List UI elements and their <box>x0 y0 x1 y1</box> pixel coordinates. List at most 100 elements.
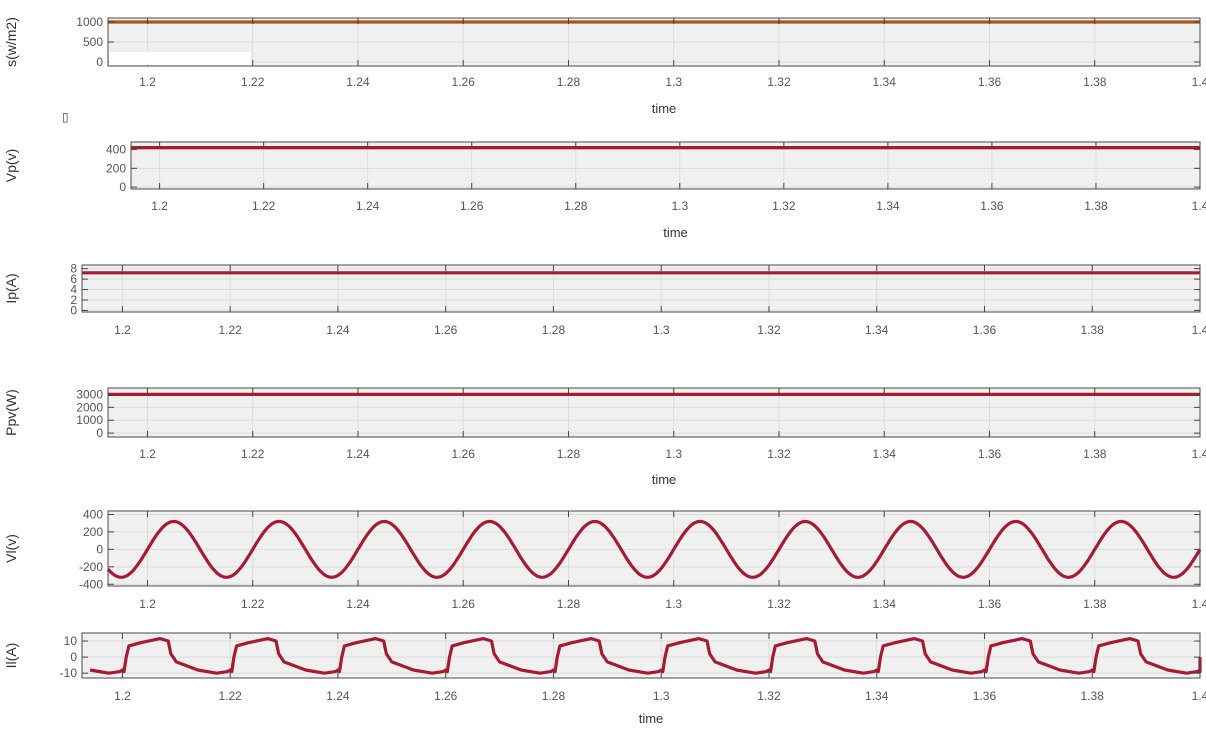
y-tick-label: 0 <box>96 426 103 440</box>
x-tick-label: 1.4 <box>1192 199 1206 213</box>
y-tick-label: 200 <box>83 525 103 539</box>
x-tick-label: 1.26 <box>460 199 484 213</box>
x-tick-label: 1.4 <box>1192 75 1206 89</box>
x-tick-label: 1.32 <box>772 199 796 213</box>
y-axis-label: Il(A) <box>3 643 19 669</box>
x-tick-label: 1.22 <box>241 597 265 611</box>
x-tick-label: 1.3 <box>671 199 688 213</box>
x-tick-label: 1.28 <box>557 75 581 89</box>
subplot-5: 1.2 1.22 1.24 1.26 1.28 1.3 1.32 1.34 1.36 1.38 1.… <box>3 507 1206 611</box>
x-tick-label: 1.24 <box>346 597 370 611</box>
x-tick-label: 1.34 <box>865 323 889 337</box>
x-tick-label: 1.38 <box>1083 75 1107 89</box>
x-tick-label: 1.2 <box>139 75 156 89</box>
x-tick-label: 1.24 <box>346 75 370 89</box>
x-tick-label: 1.32 <box>757 323 781 337</box>
x-tick-label: 1.2 <box>114 323 131 337</box>
x-tick-label: 1.22 <box>252 199 276 213</box>
x-tick-label: 1.24 <box>346 447 370 461</box>
x-tick-label: 1.36 <box>980 199 1004 213</box>
y-axis-label: Vl(v) <box>3 534 19 563</box>
x-tick-label: 1.2 <box>151 199 168 213</box>
x-tick-label: 1.26 <box>434 689 458 703</box>
subplot-4: 1.2 1.22 1.24 1.26 1.28 1.3 1.32 1.34 1.36 1.38 1.… <box>3 387 1206 487</box>
placeholder-glyph: ▯ <box>62 110 69 124</box>
x-tick-label: 1.28 <box>542 323 566 337</box>
x-tick-label: 1.2 <box>139 597 156 611</box>
x-axis-label: time <box>663 225 688 240</box>
x-tick-label: 1.36 <box>978 75 1002 89</box>
x-tick-label: 1.4 <box>1192 447 1206 461</box>
x-tick-label: 1.22 <box>218 689 242 703</box>
x-tick-label: 1.38 <box>1083 597 1107 611</box>
y-tick-label: 0 <box>96 542 103 556</box>
x-tick-label: 1.28 <box>564 199 588 213</box>
y-tick-label: 0 <box>96 55 103 69</box>
x-tick-label: 1.22 <box>218 323 242 337</box>
x-tick-label: 1.34 <box>865 689 889 703</box>
x-tick-label: 1.36 <box>978 597 1002 611</box>
y-tick-label: 1000 <box>76 413 103 427</box>
x-tick-label: 1.36 <box>973 323 997 337</box>
x-tick-label: 1.3 <box>665 597 682 611</box>
x-tick-label: 1.38 <box>1081 689 1105 703</box>
x-axis-label: time <box>639 711 664 726</box>
x-tick-label: 1.38 <box>1084 199 1108 213</box>
x-tick-label: 1.32 <box>767 447 791 461</box>
image-artifact <box>109 52 251 65</box>
x-tick-label: 1.4 <box>1192 597 1206 611</box>
x-tick-label: 1.36 <box>978 447 1002 461</box>
x-tick-label: 1.26 <box>434 323 458 337</box>
x-tick-label: 1.4 <box>1192 689 1206 703</box>
x-tick-label: 1.22 <box>241 75 265 89</box>
x-tick-label: 1.26 <box>452 597 476 611</box>
x-tick-label: 1.28 <box>557 447 581 461</box>
y-tick-label: 10 <box>64 634 78 648</box>
y-axis-label: s(w/m2) <box>3 17 19 67</box>
subplot-1: 1.2 1.22 1.24 1.26 1.28 1.3 1.32 1.34 1.36 1.38 1.… <box>3 15 1206 116</box>
x-tick-label: 1.38 <box>1081 323 1105 337</box>
y-axis-label: Ppv(W) <box>3 389 19 436</box>
x-tick-label: 1.26 <box>452 75 476 89</box>
x-tick-label: 1.3 <box>665 447 682 461</box>
y-tick-label: 500 <box>83 35 103 49</box>
x-tick-label: 1.3 <box>665 75 682 89</box>
x-tick-label: 1.2 <box>114 689 131 703</box>
subplot-2: 1.2 1.22 1.24 1.26 1.28 1.3 1.32 1.34 1.36 1.38 1.… <box>3 142 1206 240</box>
x-tick-label: 1.24 <box>356 199 380 213</box>
x-tick-label: 1.32 <box>757 689 781 703</box>
x-tick-label: 1.32 <box>767 597 791 611</box>
x-tick-label: 1.38 <box>1083 447 1107 461</box>
x-tick-label: 1.2 <box>139 447 156 461</box>
y-tick-label: 3000 <box>76 387 103 401</box>
x-tick-label: 1.3 <box>653 323 670 337</box>
y-axis-label: Vp(v) <box>3 149 19 182</box>
y-tick-label: -10 <box>60 666 78 680</box>
y-tick-label: 8 <box>70 262 77 276</box>
x-tick-label: 1.36 <box>973 689 997 703</box>
x-tick-label: 1.24 <box>326 689 350 703</box>
x-tick-label: 1.34 <box>876 199 900 213</box>
x-tick-label: 1.22 <box>241 447 265 461</box>
y-axis-label: Ip(A) <box>3 273 19 303</box>
x-tick-label: 1.3 <box>653 689 670 703</box>
y-tick-label: 400 <box>106 143 126 157</box>
x-tick-label: 1.24 <box>326 323 350 337</box>
x-tick-label: 1.34 <box>873 597 897 611</box>
x-tick-label: 1.4 <box>1192 323 1206 337</box>
y-tick-label: -400 <box>79 577 103 591</box>
x-tick-label: 1.34 <box>873 75 897 89</box>
x-axis-label: time <box>652 101 677 116</box>
subplot-6: 1.2 1.22 1.24 1.26 1.28 1.3 1.32 1.34 1.36 1.38 1.… <box>3 633 1206 726</box>
y-tick-label: 0 <box>70 650 77 664</box>
x-tick-label: 1.28 <box>557 597 581 611</box>
x-tick-label: 1.34 <box>873 447 897 461</box>
y-tick-label: 2000 <box>76 400 103 414</box>
y-tick-label: 0 <box>119 180 126 194</box>
x-axis-label: time <box>652 472 677 487</box>
x-tick-label: 1.28 <box>542 689 566 703</box>
y-tick-label: 1000 <box>76 15 103 29</box>
subplot-3: 1.2 1.22 1.24 1.26 1.28 1.3 1.32 1.34 1.36 1.38 1.… <box>3 262 1206 337</box>
y-tick-label: 400 <box>83 507 103 521</box>
